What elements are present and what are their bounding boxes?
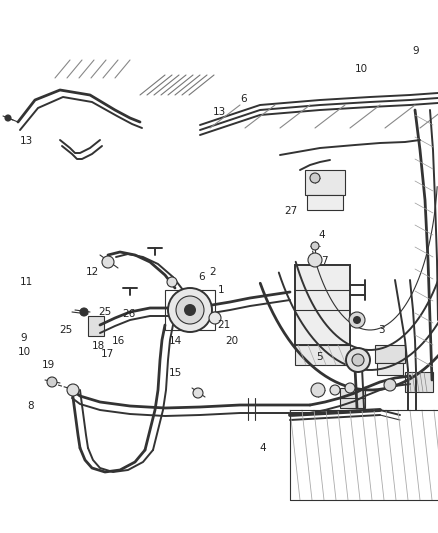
Circle shape [184, 304, 196, 316]
Circle shape [67, 384, 79, 396]
Text: 5: 5 [316, 352, 323, 362]
Bar [307, 195, 343, 210]
Text: 17: 17 [101, 350, 114, 359]
Text: 10: 10 [18, 347, 31, 357]
Circle shape [193, 388, 203, 398]
Circle shape [168, 288, 212, 332]
Circle shape [352, 354, 364, 366]
Text: 18: 18 [92, 342, 105, 351]
Circle shape [176, 296, 204, 324]
Text: 4: 4 [259, 443, 266, 453]
Text: 16: 16 [112, 336, 125, 346]
Bar [88, 316, 104, 336]
Bar [295, 345, 350, 365]
Text: 21: 21 [217, 320, 230, 330]
Circle shape [311, 242, 319, 250]
Bar [375, 345, 405, 363]
Text: 13: 13 [212, 107, 226, 117]
Text: 25: 25 [59, 326, 72, 335]
Circle shape [102, 256, 114, 268]
Text: 4: 4 [318, 230, 325, 239]
Circle shape [310, 173, 320, 183]
Circle shape [345, 383, 355, 393]
Bar [295, 265, 350, 345]
Text: 19: 19 [42, 360, 55, 370]
Circle shape [349, 312, 365, 328]
Circle shape [384, 379, 396, 391]
Circle shape [346, 348, 370, 372]
Text: 26: 26 [123, 310, 136, 319]
Bar [405, 372, 433, 392]
Text: 14: 14 [169, 336, 182, 346]
Circle shape [311, 383, 325, 397]
Text: 27: 27 [285, 206, 298, 215]
Circle shape [47, 377, 57, 387]
Bar [377, 363, 403, 375]
Bar [340, 388, 365, 408]
Text: 12: 12 [85, 267, 99, 277]
Text: 11: 11 [20, 278, 33, 287]
Text: 10: 10 [355, 64, 368, 74]
Text: 15: 15 [169, 368, 182, 378]
Text: 2: 2 [209, 267, 216, 277]
Text: 9: 9 [21, 334, 28, 343]
Circle shape [353, 316, 361, 324]
Circle shape [308, 253, 322, 267]
Text: 13: 13 [20, 136, 33, 146]
Text: 20: 20 [226, 336, 239, 346]
Text: 8: 8 [27, 401, 34, 411]
Text: 25: 25 [99, 307, 112, 317]
Text: 7: 7 [321, 256, 328, 266]
Circle shape [80, 308, 88, 316]
Text: 1: 1 [218, 286, 225, 295]
Text: 3: 3 [378, 326, 385, 335]
Circle shape [209, 312, 221, 324]
Text: 6: 6 [198, 272, 205, 282]
Text: 6: 6 [240, 94, 247, 103]
Bar [165, 290, 215, 330]
Text: 9: 9 [413, 46, 420, 55]
Bar [305, 170, 345, 195]
Circle shape [5, 115, 11, 121]
Circle shape [330, 385, 340, 395]
Circle shape [167, 277, 177, 287]
